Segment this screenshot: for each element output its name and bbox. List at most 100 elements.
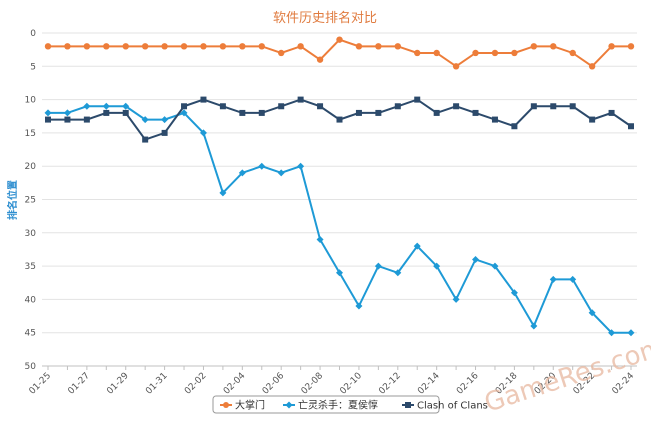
data-point — [142, 136, 149, 143]
legend-label: Clash of Clans — [417, 401, 488, 412]
data-point — [297, 43, 304, 50]
data-point — [355, 109, 362, 116]
data-point — [569, 275, 577, 283]
data-point — [530, 322, 538, 330]
data-point — [45, 116, 51, 123]
x-tick-label: 02-04 — [222, 371, 248, 397]
data-point — [83, 116, 90, 123]
data-point — [413, 242, 421, 250]
y-tick-label: 5 — [30, 62, 36, 72]
data-point — [181, 103, 188, 110]
x-tick-label: 01-25 — [28, 371, 54, 397]
data-point — [452, 295, 460, 303]
data-point — [44, 109, 52, 117]
x-tick-label: 02-10 — [338, 371, 364, 397]
data-point — [103, 43, 110, 50]
data-point — [336, 269, 343, 277]
series-group — [44, 36, 635, 337]
legend-item[interactable]: 大掌门 — [220, 399, 265, 412]
data-point — [394, 43, 401, 50]
y-axis-label: 排名位置 — [6, 180, 19, 220]
data-point — [83, 43, 91, 50]
data-point — [180, 43, 188, 50]
data-point — [414, 96, 421, 103]
data-point — [297, 96, 304, 103]
data-point — [180, 109, 188, 117]
data-point — [588, 63, 596, 70]
data-point — [278, 49, 285, 57]
data-point — [375, 43, 382, 50]
data-point — [550, 103, 557, 110]
data-point — [277, 169, 285, 177]
x-tick-label: 02-16 — [455, 371, 481, 397]
legend-label: 大掌门 — [235, 399, 265, 412]
data-point — [453, 103, 460, 110]
data-point — [161, 43, 168, 50]
data-point — [258, 43, 265, 50]
data-point — [219, 103, 226, 110]
data-point — [511, 123, 518, 130]
data-point — [588, 309, 596, 317]
data-point — [141, 43, 149, 50]
series-1 — [44, 102, 635, 337]
data-point — [472, 49, 479, 57]
data-point — [569, 103, 576, 110]
data-point — [64, 116, 71, 123]
data-point — [122, 102, 130, 110]
data-point — [44, 43, 52, 50]
y-tick-label: 10 — [25, 96, 37, 106]
data-point — [608, 109, 615, 116]
data-point — [627, 43, 635, 50]
data-point — [374, 262, 382, 270]
data-point — [103, 109, 110, 116]
data-point — [472, 109, 479, 116]
legend-frame — [212, 395, 440, 414]
legend-marker — [405, 402, 411, 408]
data-point — [317, 103, 324, 110]
x-tick-label: 01-29 — [105, 371, 131, 397]
y-tick-label: 25 — [25, 196, 36, 206]
data-point — [452, 63, 460, 70]
data-point — [355, 43, 363, 50]
data-point — [102, 102, 110, 110]
x-tick-label: 02-02 — [183, 371, 209, 397]
y-tick-label: 45 — [25, 329, 36, 339]
data-point — [569, 49, 576, 57]
data-point — [414, 49, 421, 57]
data-point — [628, 123, 634, 130]
data-point — [433, 49, 440, 57]
data-point — [433, 109, 440, 116]
x-tick-label: 02-08 — [300, 371, 326, 397]
data-point — [258, 109, 265, 116]
data-point — [122, 109, 129, 116]
legend-item[interactable]: Clash of Clans — [402, 401, 488, 412]
series-line — [48, 105, 631, 334]
data-point — [511, 49, 518, 57]
data-point — [258, 162, 266, 170]
y-tick-label: 50 — [25, 362, 37, 372]
data-point — [336, 116, 343, 123]
data-point — [608, 43, 615, 50]
legend-marker — [285, 401, 293, 409]
x-tick-label: 01-27 — [66, 371, 92, 397]
y-tick-label: 35 — [25, 262, 36, 272]
data-point — [355, 302, 363, 310]
data-point — [627, 329, 635, 337]
data-point — [433, 262, 441, 270]
data-point — [375, 109, 382, 116]
data-point — [239, 109, 246, 116]
series-2 — [45, 96, 634, 143]
legend-label: 亡灵杀手：夏侯惇 — [298, 399, 378, 412]
x-tick-label: 01-31 — [144, 371, 170, 397]
data-point — [219, 189, 227, 197]
data-point — [161, 116, 169, 124]
legend-item[interactable]: 亡灵杀手：夏侯惇 — [283, 399, 378, 412]
data-point — [141, 116, 149, 124]
data-point — [161, 129, 168, 136]
legend[interactable]: 大掌门 亡灵杀手：夏侯惇 Clash of Clans — [212, 395, 488, 414]
data-point — [238, 169, 246, 177]
y-tick-label: 20 — [25, 162, 37, 172]
x-tick-label: 02-06 — [261, 371, 287, 397]
data-point — [316, 235, 324, 243]
